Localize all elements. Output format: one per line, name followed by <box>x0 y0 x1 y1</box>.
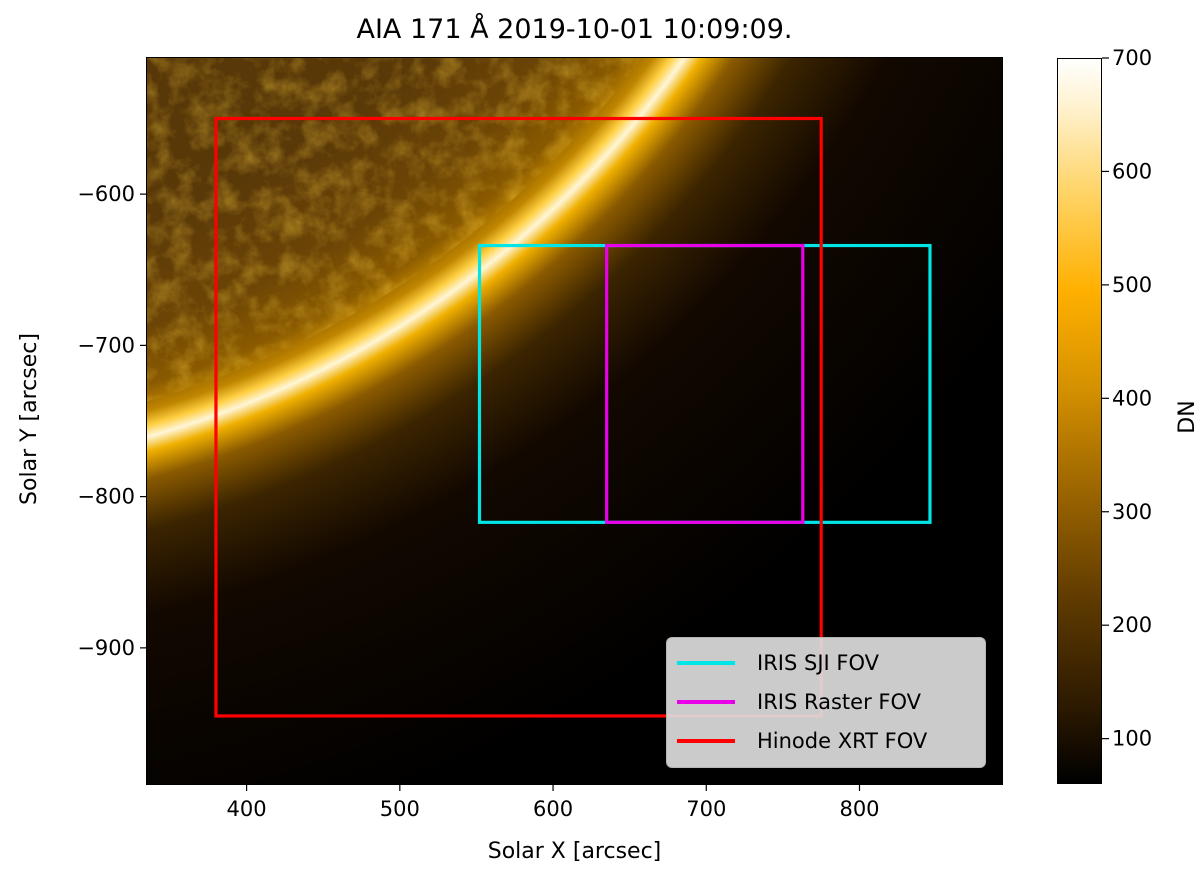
legend-item: Hinode XRT FOV <box>677 726 927 756</box>
fov-box <box>605 243 805 524</box>
y-axis-label: Solar Y [arcsec] <box>17 333 42 505</box>
legend-swatch <box>677 700 735 704</box>
colorbar-tick-label: 500 <box>1112 273 1152 297</box>
colorbar-tick-label: 300 <box>1112 500 1152 524</box>
fov-box <box>477 243 932 524</box>
plot-area <box>147 58 1002 784</box>
colorbar-tick-label: 400 <box>1112 386 1152 410</box>
y-tick-label: −600 <box>77 182 135 206</box>
colorbar-tick-label: 200 <box>1112 613 1152 637</box>
y-tick-label: −800 <box>77 485 135 509</box>
chart-title: AIA 171 Å 2019-10-01 10:09:09. <box>356 14 793 45</box>
x-tick-label: 600 <box>533 797 573 821</box>
colorbar-tick-label: 600 <box>1112 159 1152 183</box>
legend-item: IRIS SJI FOV <box>677 648 879 678</box>
fov-box <box>214 116 823 718</box>
x-tick-label: 500 <box>380 797 420 821</box>
colorbar-tick-label: 700 <box>1112 46 1152 70</box>
legend-label: IRIS Raster FOV <box>757 690 921 714</box>
legend-label: Hinode XRT FOV <box>757 729 928 753</box>
x-tick-label: 700 <box>686 797 726 821</box>
y-tick-label: −700 <box>77 333 135 357</box>
legend-swatch <box>677 739 735 743</box>
colorbar <box>1057 58 1102 784</box>
x-tick-label: 400 <box>227 797 267 821</box>
x-tick-label: 800 <box>839 797 879 821</box>
legend-item: IRIS Raster FOV <box>677 687 921 717</box>
legend-swatch <box>677 661 735 665</box>
colorbar-label: DN <box>1175 400 1200 434</box>
x-axis-label: Solar X [arcsec] <box>487 839 662 864</box>
legend-label: IRIS SJI FOV <box>757 651 879 675</box>
colorbar-tick-label: 100 <box>1112 727 1152 751</box>
legend: IRIS SJI FOV IRIS Raster FOV Hinode XRT … <box>666 637 986 768</box>
y-tick-label: −900 <box>77 636 135 660</box>
